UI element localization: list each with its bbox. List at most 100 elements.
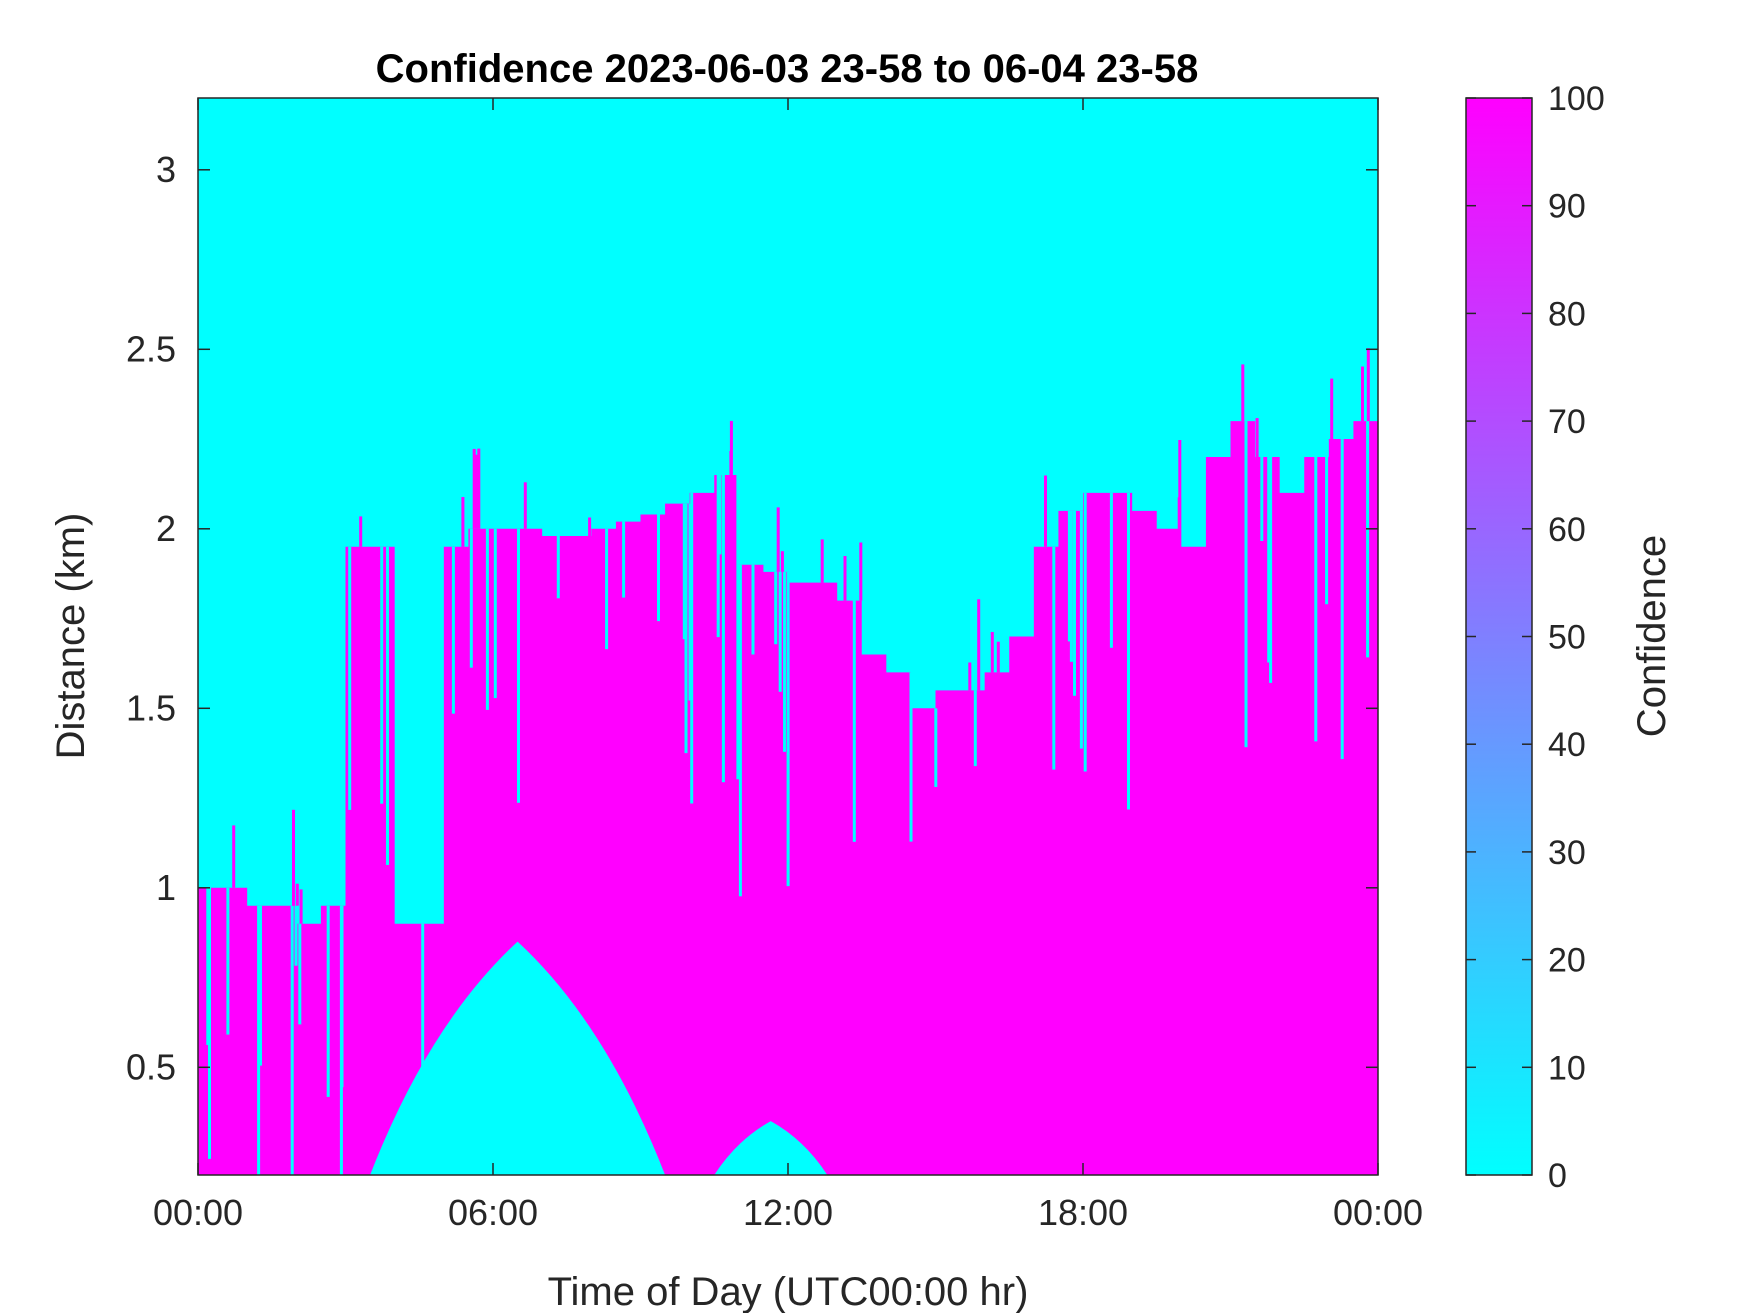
x-axis: 00:00 06:00 12:00 18:00 00:00 <box>153 98 1423 1233</box>
x-tick-label: 00:00 <box>1333 1192 1423 1233</box>
heatmap-streak <box>622 521 626 598</box>
heatmap-streak <box>1052 546 1056 770</box>
heatmap-streak <box>1260 457 1264 541</box>
heatmap-streak <box>1044 475 1047 547</box>
heatmap-streak <box>774 571 778 645</box>
heatmap-plot <box>197 97 1379 1176</box>
y-tick-label: 1 <box>156 867 176 908</box>
heatmap-streak <box>1178 440 1182 529</box>
colorbar-tick-label: 20 <box>1548 942 1586 980</box>
heatmap-streak <box>295 883 299 906</box>
chart-title: Confidence 2023-06-03 23-58 to 06-04 23-… <box>376 47 1199 91</box>
heatmap-streak <box>605 528 609 650</box>
x-tick-label: 06:00 <box>448 1192 538 1233</box>
heatmap-streak <box>298 923 302 1025</box>
heatmap-streak <box>729 420 733 475</box>
heatmap-streak <box>968 662 972 691</box>
colorbar-title: Confidence <box>1630 535 1674 737</box>
heatmap-streak <box>996 641 1000 673</box>
heatmap-streak <box>523 482 527 529</box>
heatmap-streak <box>1255 418 1259 457</box>
heatmap-streak <box>843 556 847 601</box>
heatmap-streak <box>226 887 230 1035</box>
heatmap-streak <box>1330 378 1334 440</box>
heatmap-streak <box>778 571 782 692</box>
heatmap-streak <box>292 809 295 906</box>
heatmap-streak <box>1177 497 1181 529</box>
heatmap-streak <box>1325 457 1329 605</box>
heatmap-streak <box>556 536 560 599</box>
heatmap-streak <box>751 564 755 655</box>
x-axis-title: Time of Day (UTC00:00 hr) <box>548 1270 1029 1313</box>
heatmap-streak <box>1073 510 1076 696</box>
colorbar-tick-label: 40 <box>1548 726 1586 764</box>
heatmap-streak <box>257 905 261 1176</box>
heatmap-streak <box>852 600 856 842</box>
heatmap-streak <box>977 599 981 691</box>
y-axis-title: Distance (km) <box>49 513 93 760</box>
colorbar-tick-label: 80 <box>1548 295 1586 333</box>
y-tick-label: 3 <box>156 149 176 190</box>
heatmap-streak <box>909 672 913 842</box>
colorbar: 0 10 20 30 40 50 60 70 80 90 100 Confidence <box>1465 80 1674 1195</box>
heatmap-streak <box>359 516 363 547</box>
y-tick-label: 0.5 <box>126 1046 176 1087</box>
heatmap-streak <box>1314 457 1318 742</box>
y-tick-label: 2 <box>156 508 176 549</box>
vertical-streaks <box>206 348 1370 1176</box>
heatmap-streak <box>386 546 389 865</box>
colorbar-tick-label: 90 <box>1548 188 1586 226</box>
heatmap-streak <box>469 528 473 668</box>
low-confidence-pocket <box>714 1121 828 1175</box>
heatmap-streak <box>461 497 465 547</box>
heatmap-streak <box>973 690 977 767</box>
heatmap-streak <box>206 887 210 1045</box>
low-confidence-pockets <box>370 941 828 1175</box>
heatmap-streak <box>339 905 343 1176</box>
colorbar-tick-label: 30 <box>1548 834 1586 872</box>
heatmap-streak <box>684 503 688 754</box>
colorbar-tick-label: 70 <box>1548 403 1586 441</box>
colorbar-gradient <box>1465 97 1533 1176</box>
low-confidence-pocket <box>370 941 666 1175</box>
heatmap-streak <box>990 632 994 673</box>
heatmap-streak <box>517 528 520 803</box>
heatmap-streak <box>1079 510 1083 749</box>
colorbar-tick-label: 100 <box>1548 80 1605 118</box>
heatmap-streak <box>783 571 786 752</box>
heatmap-streak <box>588 517 592 536</box>
heatmap-streak <box>290 905 294 1176</box>
heatmap-streak <box>657 514 660 622</box>
heatmap-streak <box>259 905 262 1066</box>
heatmap-streak <box>1366 348 1370 422</box>
heatmap-streak <box>294 905 298 966</box>
heatmap-streak <box>477 448 481 529</box>
heatmap-streak <box>859 542 863 601</box>
heatmap-streak <box>1067 510 1071 642</box>
heatmap-streak <box>1127 492 1130 810</box>
heatmap-streak <box>786 571 790 887</box>
heatmap-streak <box>208 887 211 1159</box>
heatmap-streak <box>736 474 740 780</box>
heatmap-streak <box>232 825 236 888</box>
heatmap-streak <box>780 551 784 572</box>
heatmap-streak <box>682 503 686 640</box>
heatmap-streak <box>820 539 824 583</box>
x-tick-label: 12:00 <box>743 1192 833 1233</box>
heatmap-streak <box>690 492 694 804</box>
colorbar-tick-label: 50 <box>1548 619 1586 657</box>
heatmap-streak <box>451 546 455 714</box>
heatmap-streak <box>485 528 489 710</box>
colorbar-tick-label: 0 <box>1548 1157 1567 1195</box>
heatmap-streak <box>1361 366 1364 422</box>
heatmap-streak <box>1366 421 1370 658</box>
heatmap-streak <box>1244 421 1248 748</box>
heatmap-streak <box>738 564 742 897</box>
heatmap-streak <box>475 454 479 529</box>
heatmap-streak <box>716 474 720 638</box>
colorbar-tick-label: 60 <box>1548 511 1586 549</box>
x-tick-label: 18:00 <box>1038 1192 1128 1233</box>
heatmap-streak <box>688 503 692 701</box>
heatmap-streak <box>472 448 476 529</box>
